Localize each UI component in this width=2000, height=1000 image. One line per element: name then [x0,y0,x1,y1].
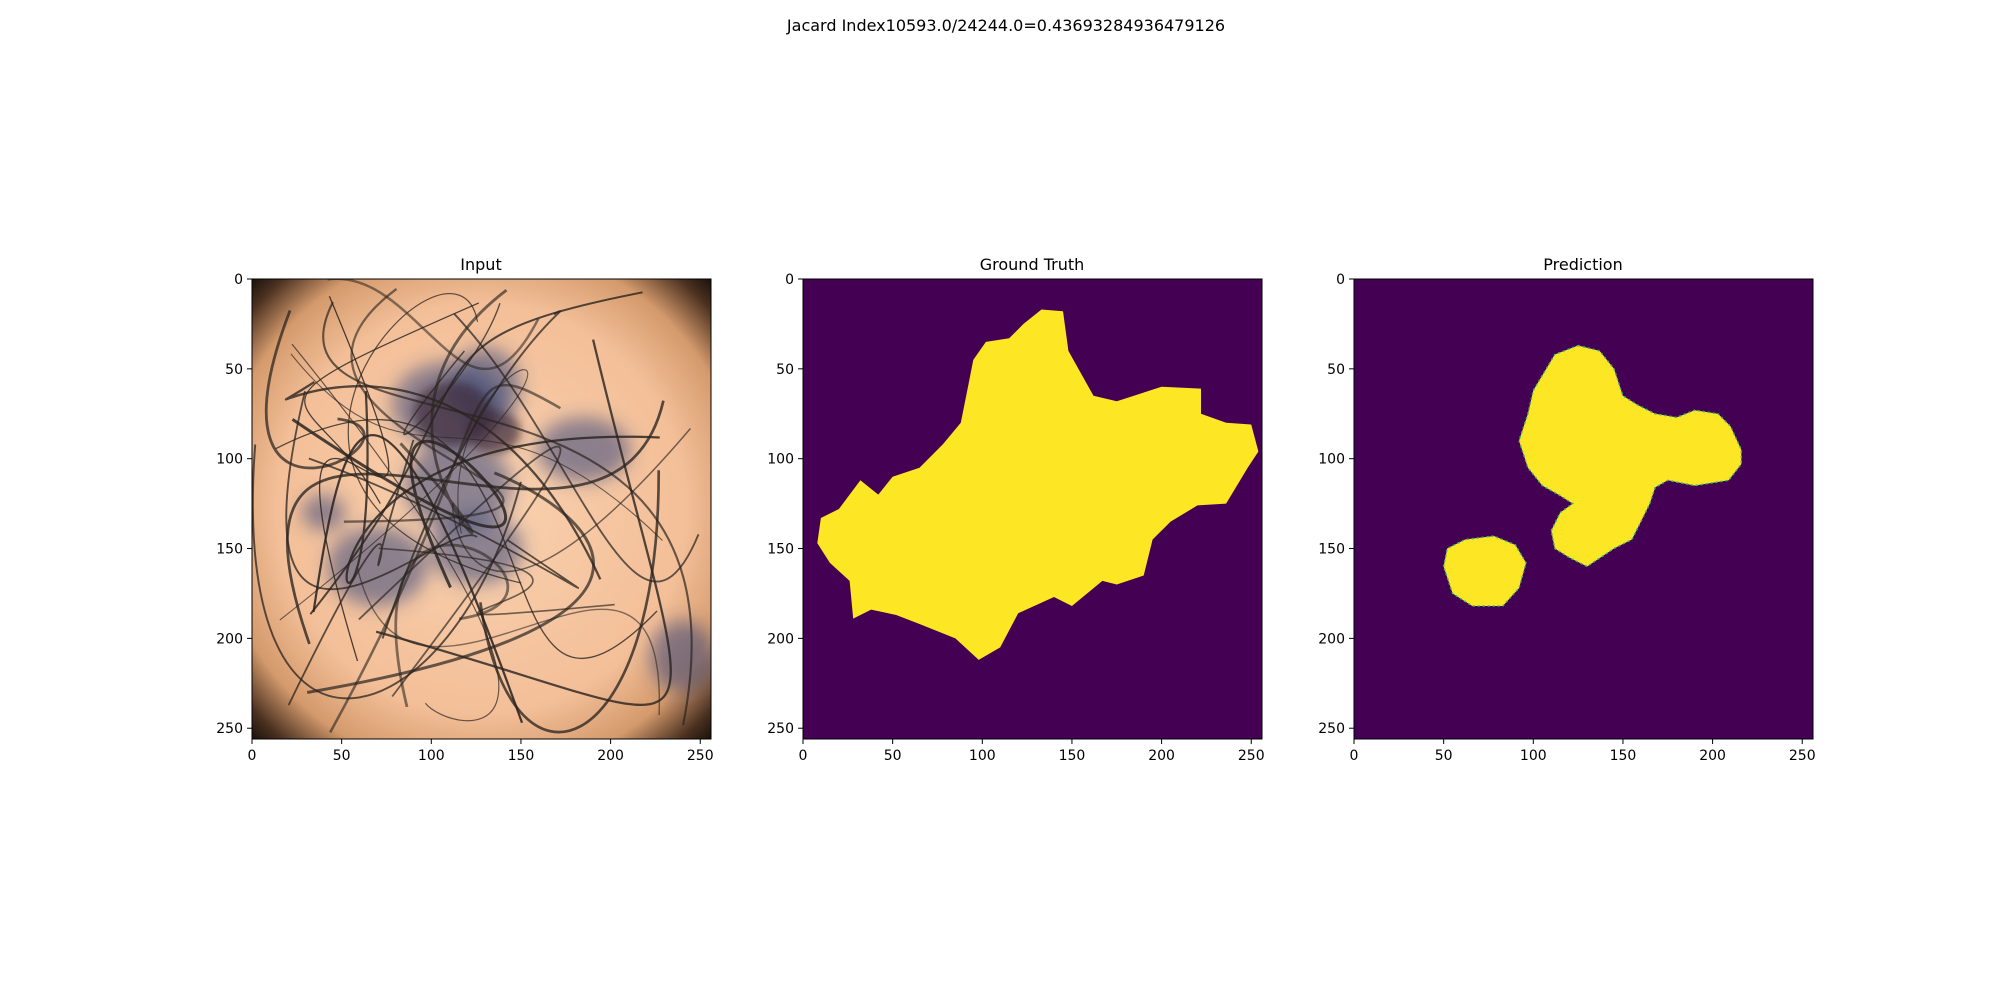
prediction-xtick-label: 50 [1435,748,1453,764]
ground-truth-ytick-label: 250 [767,721,794,737]
prediction-mask [1442,344,1743,607]
prediction-xtick-label: 150 [1610,748,1637,764]
ground-truth-panel-title: Ground Truth [980,255,1085,274]
input-hair-strand [327,279,540,371]
prediction-mask-region [1518,344,1743,568]
input-pigment-blue-blob [650,620,711,693]
input-axes-frame [251,278,712,740]
ground-truth-xtick-label: 50 [884,748,902,764]
prediction-ytick-label: 200 [1318,631,1345,647]
input-hair-strand [378,547,615,616]
ground-truth-xtick-label: 200 [1148,748,1175,764]
prediction-panel-title: Prediction [1543,255,1622,274]
ground-truth-xtick-label: 250 [1238,748,1265,764]
ground-truth-mask [817,309,1259,660]
input-hair-strand [358,445,562,698]
input-pigment-blue-blob [302,494,346,531]
figure-suptitle: Jacard Index10593.0/24244.0=0.4369328493… [786,16,1225,35]
input-xtick-label: 50 [333,748,351,764]
prediction-ytick-label: 0 [1336,272,1345,288]
input-hair-strand [318,295,390,662]
ground-truth-panel: Ground Truth 0 50 100 150 200 250 0 50 100 150 200… [767,255,1264,764]
input-hair-strand [285,390,478,591]
input-hair-strand [284,381,602,580]
ground-truth-ytick-label: 0 [785,272,794,288]
prediction-ytick-label: 150 [1318,542,1345,558]
ground-truth-xtick-label: 100 [969,748,996,764]
input-hair-strand [306,471,595,694]
input-hair-strand [308,457,579,589]
input-hair-strand [252,444,522,700]
input-hair-strand [375,339,672,707]
input-hair-strand [343,287,505,523]
input-ytick-label: 50 [225,362,243,378]
prediction-axes-frame [1353,278,1814,740]
ground-truth-ytick-label: 50 [776,362,794,378]
ground-truth-ytick-label: 200 [767,631,794,647]
input-hair-strand [291,418,508,589]
prediction-ytick-label: 250 [1318,721,1345,737]
input-hair-strand [309,291,643,615]
input-hair-strand [322,301,693,726]
input-hair-strand [265,309,366,470]
input-panel: Input 0 50 100 150 200 250 0 50 100 150 200 250 [216,255,714,764]
input-xtick-label: 0 [248,748,257,764]
input-ytick-label: 200 [216,631,243,647]
input-hair-strand [356,567,660,716]
input-xtick-label: 100 [418,748,445,764]
ground-truth-ytick-label: 150 [767,542,794,558]
prediction-panel: Prediction 0 50 100 150 200 250 0 50 100 150 200 25… [1318,255,1815,764]
input-image [252,279,711,739]
ground-truth-axes-frame [802,278,1263,740]
input-ytick-label: 150 [216,542,243,558]
input-hair-strand [347,293,522,584]
input-ytick-label: 100 [216,452,243,468]
ground-truth-xtick-label: 0 [799,748,808,764]
input-xtick-label: 200 [597,748,624,764]
input-ytick-label: 0 [234,272,243,288]
input-hair-strand [291,343,500,722]
input-panel-title: Input [460,255,501,274]
prediction-xtick-label: 200 [1699,748,1726,764]
prediction-mask-region [1442,535,1527,607]
input-hair-strand [290,353,663,541]
prediction-ytick-label: 100 [1318,452,1345,468]
input-image-hairs [252,279,700,734]
input-hair-strand [279,369,529,621]
input-hair-strand [312,434,524,724]
input-hair-strand [287,439,415,706]
prediction-xtick-label: 250 [1789,748,1816,764]
input-hair-strand [345,391,660,585]
input-hair-strand [453,313,700,583]
input-xtick-label: 150 [508,748,535,764]
ground-truth-ytick-label: 100 [767,452,794,468]
input-ytick-label: 250 [216,721,243,737]
ground-truth-xtick-label: 150 [1059,748,1086,764]
input-xtick-label: 250 [687,748,714,764]
prediction-ytick-label: 50 [1327,362,1345,378]
input-hair-strand [403,302,501,436]
prediction-xtick-label: 100 [1520,748,1547,764]
prediction-xtick-label: 0 [1350,748,1359,764]
input-hair-strand [286,400,665,645]
ground-truth-mask-region [817,309,1259,660]
